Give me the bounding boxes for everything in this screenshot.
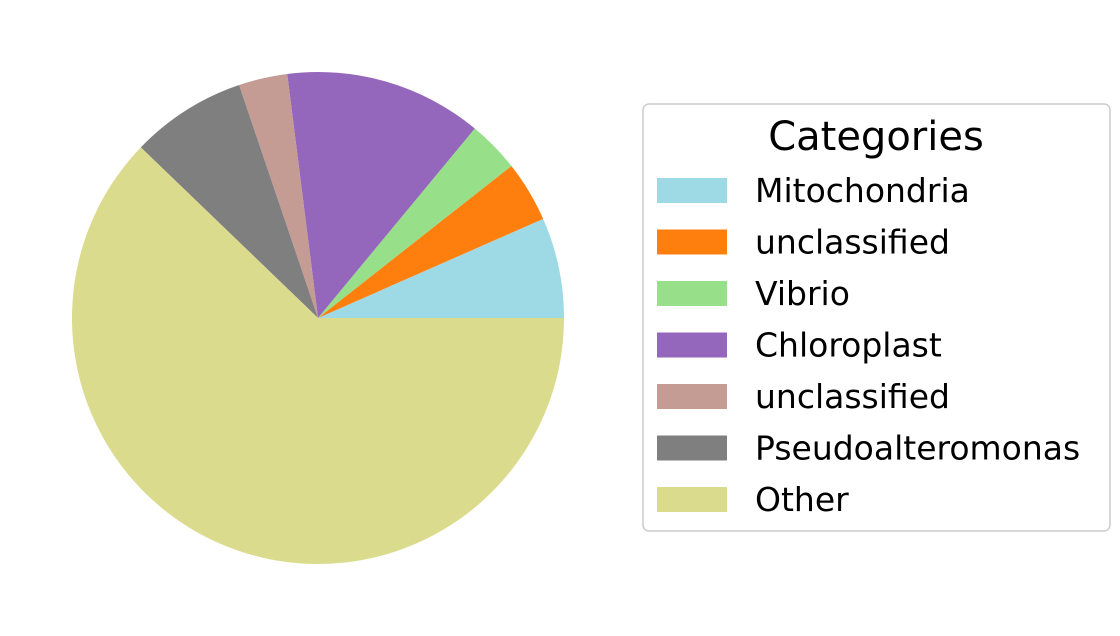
- pie-slice-6: [140, 85, 318, 318]
- legend-swatch-6: [657, 435, 727, 461]
- legend-label-2: unclassified: [755, 223, 950, 262]
- legend-label-3: Vibrio: [755, 274, 850, 313]
- legend-frame: [642, 103, 1111, 532]
- legend: Categories Mitochondria unclassified Vibri…: [642, 103, 1111, 532]
- legend-swatch-5: [657, 384, 727, 409]
- legend-swatch-4: [657, 332, 727, 358]
- pie-slice-2: [318, 166, 544, 318]
- legend-title: Categories: [768, 114, 984, 160]
- pie-slice-4: [287, 71, 475, 318]
- legend-label-6: Pseudoalteromonas: [755, 429, 1080, 468]
- pie-slice-7: [72, 147, 565, 565]
- legend-swatch-3: [657, 281, 727, 306]
- legend-swatch-1: [657, 178, 727, 203]
- legend-label-4: Chloroplast: [755, 326, 942, 365]
- pie-slice-1: [318, 218, 564, 318]
- pie-slice-3: [318, 128, 512, 318]
- legend-label-5: unclassified: [755, 377, 950, 416]
- pie-slices: [72, 71, 565, 565]
- legend-label-7: Other: [755, 480, 849, 519]
- legend-label-1: Mitochondria: [755, 171, 970, 210]
- legend-swatch-2: [657, 229, 727, 255]
- legend-swatch-7: [657, 487, 727, 512]
- legend-items: Mitochondria unclassified Vibrio Chloroplas…: [657, 171, 1080, 519]
- pie-slice-5: [239, 73, 318, 318]
